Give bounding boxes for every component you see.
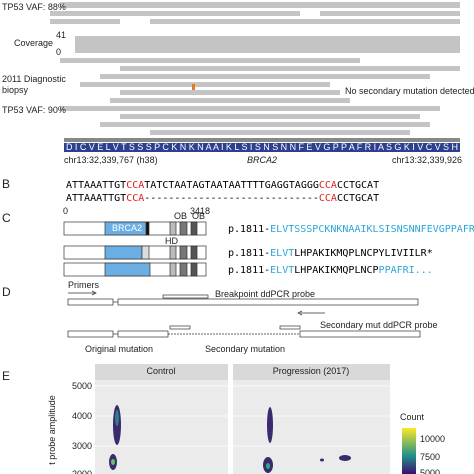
segment: ----------------------------- [144,193,319,204]
panel-letter: D [2,285,11,299]
segment: ELVT [270,265,294,276]
segment: CCA [319,193,337,204]
facet-label: Progression (2017) [273,366,350,376]
legend-tick: 10000 [420,434,445,444]
scale: 0 [56,47,61,57]
y-tick-label: 2000 [72,469,92,474]
segment: CCTGCAT [337,193,379,204]
segment: CCA [319,180,337,191]
segment: p.1811- [228,248,270,259]
segment: ATTAAATTGT [66,180,126,191]
gene: BRCA2 [247,155,277,165]
segment: p.1811- [228,224,270,235]
y-tick-label: 5000 [72,381,92,391]
domain-label: BRCA2 [112,223,142,233]
protein: p.1811-ELVTLHPAKIKMQPLNCPPPAFRI... [228,265,433,276]
y-tick-label: 4000 [72,411,92,421]
locus: chr13:32,339,767 (h38) [64,155,158,165]
label: Coverage [14,38,53,48]
y-axis-label: t probe amplitude [47,395,57,465]
sequence: ATTAAATTGTCCA---------------------------… [66,193,379,204]
segment: LHPAKIKMQPLNCP [294,265,378,276]
panel-letter: E [2,369,10,383]
sequence: ATTAAATTGTCCATATCTAATAGTAATAATTTTGAGGTAG… [66,180,379,191]
label: Original mutation [85,344,153,354]
locus: chr13:32,339,926 [392,155,462,165]
legend-title: Count [400,412,425,422]
label: 2011 Diagnostic [2,74,66,84]
segment: CCA [126,180,144,191]
label: TP53 VAF: 88% [2,2,66,12]
segment: CCA [126,193,144,204]
legend-tick: 7500 [420,452,440,462]
protein: p.1811-ELVTSSSPCKNKNAAIKLSISNSNNFEVGPPAF… [228,224,474,235]
scale: 41 [56,30,66,40]
segment: ATTAAATTGT [66,193,126,204]
segment: ELVT [270,248,294,259]
label: Secondary mut ddPCR probe [320,320,438,330]
facets [95,364,390,474]
segment: LHPAKIKMQPLNCPYLIVIILR* [294,248,432,259]
label: Breakpoint ddPCR probe [215,289,315,299]
scale: 0 [63,206,68,216]
legend-tick: 5000 [420,468,440,474]
label: Primers [68,280,99,290]
domain-label: HD [165,236,178,246]
segment: ELVTSSSPCKNKNAAIKLSISNSNNFEVGPPAFRI... [270,224,474,235]
note: No secondary mutation detected [345,86,474,96]
segment: p.1811- [228,265,270,276]
domain-label: OB [174,211,187,221]
protein-diagrams [63,221,207,277]
segment: PPAFRI... [379,265,433,276]
colorbar [402,428,416,474]
label: TP53 VAF: 90% [2,105,66,115]
amplicon-diagram [67,290,421,338]
amino-acids: D I C V E L V T S S S P C K N K N A A I … [66,142,458,152]
reads [50,2,460,152]
facet-label: Control [146,366,175,376]
label: Secondary mutation [205,344,285,354]
protein: p.1811-ELVTLHPAKIKMQPLNCPYLIVIILR* [228,248,433,259]
segment: TATCTAATAGTAATAATTTTGAGGTAGGG [144,180,319,191]
label: biopsy [2,85,29,95]
y-tick-label: 3000 [72,441,92,451]
panel-letter: B [2,177,10,191]
segment: CCTGCAT [337,180,379,191]
panel-letter: C [2,211,11,225]
domain-label: OB [192,211,205,221]
scale: 3418 [190,206,210,216]
